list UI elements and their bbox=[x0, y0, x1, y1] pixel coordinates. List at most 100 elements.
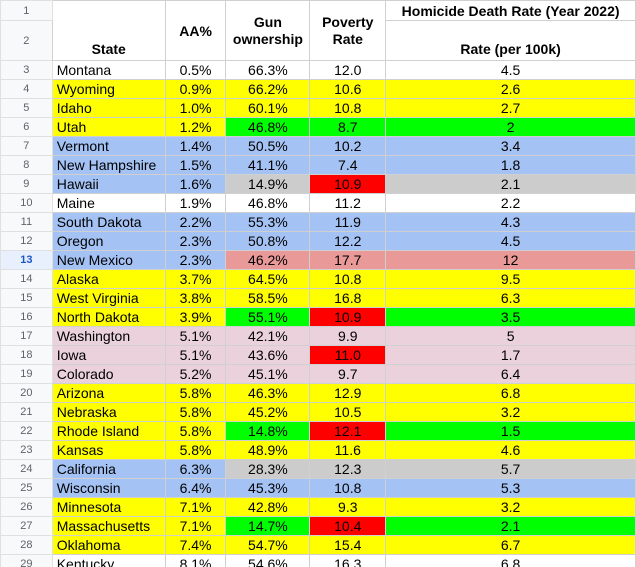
cell-aa[interactable]: 7.1% bbox=[164, 516, 227, 536]
cell-homicide-rate[interactable]: 3.2 bbox=[385, 402, 636, 422]
header-aa[interactable]: AA% bbox=[164, 0, 227, 61]
cell-poverty-rate[interactable]: 15.4 bbox=[309, 535, 387, 555]
cell-gun-ownership[interactable]: 48.9% bbox=[225, 440, 311, 460]
row-number[interactable]: 9 bbox=[0, 174, 53, 194]
header-gun-ownership[interactable]: Gun ownership bbox=[225, 0, 311, 61]
row-number[interactable]: 23 bbox=[0, 440, 53, 460]
cell-poverty-rate[interactable]: 16.3 bbox=[309, 554, 387, 567]
cell-aa[interactable]: 7.4% bbox=[164, 535, 227, 555]
cell-homicide-rate[interactable]: 9.5 bbox=[385, 269, 636, 289]
cell-aa[interactable]: 5.1% bbox=[164, 326, 227, 346]
cell-aa[interactable]: 1.6% bbox=[164, 174, 227, 194]
row-number[interactable]: 2 bbox=[0, 20, 53, 61]
cell-state[interactable]: Kansas bbox=[51, 440, 166, 460]
cell-homicide-rate[interactable]: 4.6 bbox=[385, 440, 636, 460]
cell-poverty-rate[interactable]: 10.5 bbox=[309, 402, 387, 422]
cell-poverty-rate[interactable]: 12.9 bbox=[309, 383, 387, 403]
cell-state[interactable]: Arizona bbox=[51, 383, 166, 403]
row-number[interactable]: 29 bbox=[0, 554, 53, 567]
cell-aa[interactable]: 6.3% bbox=[164, 459, 227, 479]
cell-gun-ownership[interactable]: 50.8% bbox=[225, 231, 311, 251]
row-number[interactable]: 10 bbox=[0, 193, 53, 213]
cell-poverty-rate[interactable]: 7.4 bbox=[309, 155, 387, 175]
cell-aa[interactable]: 3.8% bbox=[164, 288, 227, 308]
row-number[interactable]: 12 bbox=[0, 231, 53, 251]
cell-gun-ownership[interactable]: 46.2% bbox=[225, 250, 311, 270]
cell-aa[interactable]: 0.9% bbox=[164, 79, 227, 99]
cell-poverty-rate[interactable]: 9.7 bbox=[309, 364, 387, 384]
header-state[interactable]: State bbox=[51, 0, 166, 61]
cell-gun-ownership[interactable]: 45.1% bbox=[225, 364, 311, 384]
cell-state[interactable]: Montana bbox=[51, 60, 166, 80]
cell-state[interactable]: Rhode Island bbox=[51, 421, 166, 441]
cell-state[interactable]: Wisconsin bbox=[51, 478, 166, 498]
cell-homicide-rate[interactable]: 5.7 bbox=[385, 459, 636, 479]
row-number[interactable]: 14 bbox=[0, 269, 53, 289]
row-number[interactable]: 22 bbox=[0, 421, 53, 441]
cell-aa[interactable]: 5.8% bbox=[164, 383, 227, 403]
cell-gun-ownership[interactable]: 43.6% bbox=[225, 345, 311, 365]
cell-state[interactable]: Massachusetts bbox=[51, 516, 166, 536]
cell-state[interactable]: Utah bbox=[51, 117, 166, 137]
cell-poverty-rate[interactable]: 12.0 bbox=[309, 60, 387, 80]
cell-homicide-rate[interactable]: 5 bbox=[385, 326, 636, 346]
cell-homicide-rate[interactable]: 6.3 bbox=[385, 288, 636, 308]
cell-poverty-rate[interactable]: 10.8 bbox=[309, 269, 387, 289]
row-number[interactable]: 1 bbox=[0, 0, 53, 21]
cell-poverty-rate[interactable]: 10.8 bbox=[309, 478, 387, 498]
header-homicide-sub[interactable]: Rate (per 100k) bbox=[385, 20, 636, 61]
cell-aa[interactable]: 1.0% bbox=[164, 98, 227, 118]
row-number[interactable]: 5 bbox=[0, 98, 53, 118]
cell-state[interactable]: West Virginia bbox=[51, 288, 166, 308]
cell-poverty-rate[interactable]: 10.9 bbox=[309, 307, 387, 327]
cell-gun-ownership[interactable]: 54.6% bbox=[225, 554, 311, 567]
cell-gun-ownership[interactable]: 14.7% bbox=[225, 516, 311, 536]
cell-poverty-rate[interactable]: 10.2 bbox=[309, 136, 387, 156]
cell-aa[interactable]: 8.1% bbox=[164, 554, 227, 567]
cell-state[interactable]: Colorado bbox=[51, 364, 166, 384]
cell-state[interactable]: New Hampshire bbox=[51, 155, 166, 175]
cell-gun-ownership[interactable]: 66.2% bbox=[225, 79, 311, 99]
cell-gun-ownership[interactable]: 50.5% bbox=[225, 136, 311, 156]
cell-poverty-rate[interactable]: 12.2 bbox=[309, 231, 387, 251]
row-number[interactable]: 24 bbox=[0, 459, 53, 479]
cell-poverty-rate[interactable]: 11.9 bbox=[309, 212, 387, 232]
cell-aa[interactable]: 2.3% bbox=[164, 231, 227, 251]
cell-homicide-rate[interactable]: 1.5 bbox=[385, 421, 636, 441]
cell-homicide-rate[interactable]: 2.6 bbox=[385, 79, 636, 99]
row-number[interactable]: 6 bbox=[0, 117, 53, 137]
row-number[interactable]: 19 bbox=[0, 364, 53, 384]
cell-aa[interactable]: 1.2% bbox=[164, 117, 227, 137]
cell-gun-ownership[interactable]: 60.1% bbox=[225, 98, 311, 118]
row-number[interactable]: 13 bbox=[0, 250, 53, 270]
cell-poverty-rate[interactable]: 16.8 bbox=[309, 288, 387, 308]
cell-gun-ownership[interactable]: 45.3% bbox=[225, 478, 311, 498]
cell-state[interactable]: Maine bbox=[51, 193, 166, 213]
cell-state[interactable]: Vermont bbox=[51, 136, 166, 156]
cell-aa[interactable]: 2.2% bbox=[164, 212, 227, 232]
cell-poverty-rate[interactable]: 11.2 bbox=[309, 193, 387, 213]
cell-state[interactable]: Washington bbox=[51, 326, 166, 346]
cell-gun-ownership[interactable]: 64.5% bbox=[225, 269, 311, 289]
cell-state[interactable]: Oregon bbox=[51, 231, 166, 251]
cell-poverty-rate[interactable]: 10.8 bbox=[309, 98, 387, 118]
cell-state[interactable]: Hawaii bbox=[51, 174, 166, 194]
cell-gun-ownership[interactable]: 46.3% bbox=[225, 383, 311, 403]
cell-gun-ownership[interactable]: 66.3% bbox=[225, 60, 311, 80]
cell-aa[interactable]: 3.9% bbox=[164, 307, 227, 327]
cell-gun-ownership[interactable]: 54.7% bbox=[225, 535, 311, 555]
cell-poverty-rate[interactable]: 12.3 bbox=[309, 459, 387, 479]
cell-gun-ownership[interactable]: 14.9% bbox=[225, 174, 311, 194]
cell-homicide-rate[interactable]: 1.7 bbox=[385, 345, 636, 365]
cell-homicide-rate[interactable]: 4.5 bbox=[385, 231, 636, 251]
row-number[interactable]: 21 bbox=[0, 402, 53, 422]
cell-poverty-rate[interactable]: 12.1 bbox=[309, 421, 387, 441]
row-number[interactable]: 7 bbox=[0, 136, 53, 156]
cell-aa[interactable]: 6.4% bbox=[164, 478, 227, 498]
cell-aa[interactable]: 5.8% bbox=[164, 421, 227, 441]
cell-homicide-rate[interactable]: 1.8 bbox=[385, 155, 636, 175]
cell-state[interactable]: New Mexico bbox=[51, 250, 166, 270]
cell-gun-ownership[interactable]: 42.1% bbox=[225, 326, 311, 346]
cell-aa[interactable]: 1.5% bbox=[164, 155, 227, 175]
cell-homicide-rate[interactable]: 4.3 bbox=[385, 212, 636, 232]
